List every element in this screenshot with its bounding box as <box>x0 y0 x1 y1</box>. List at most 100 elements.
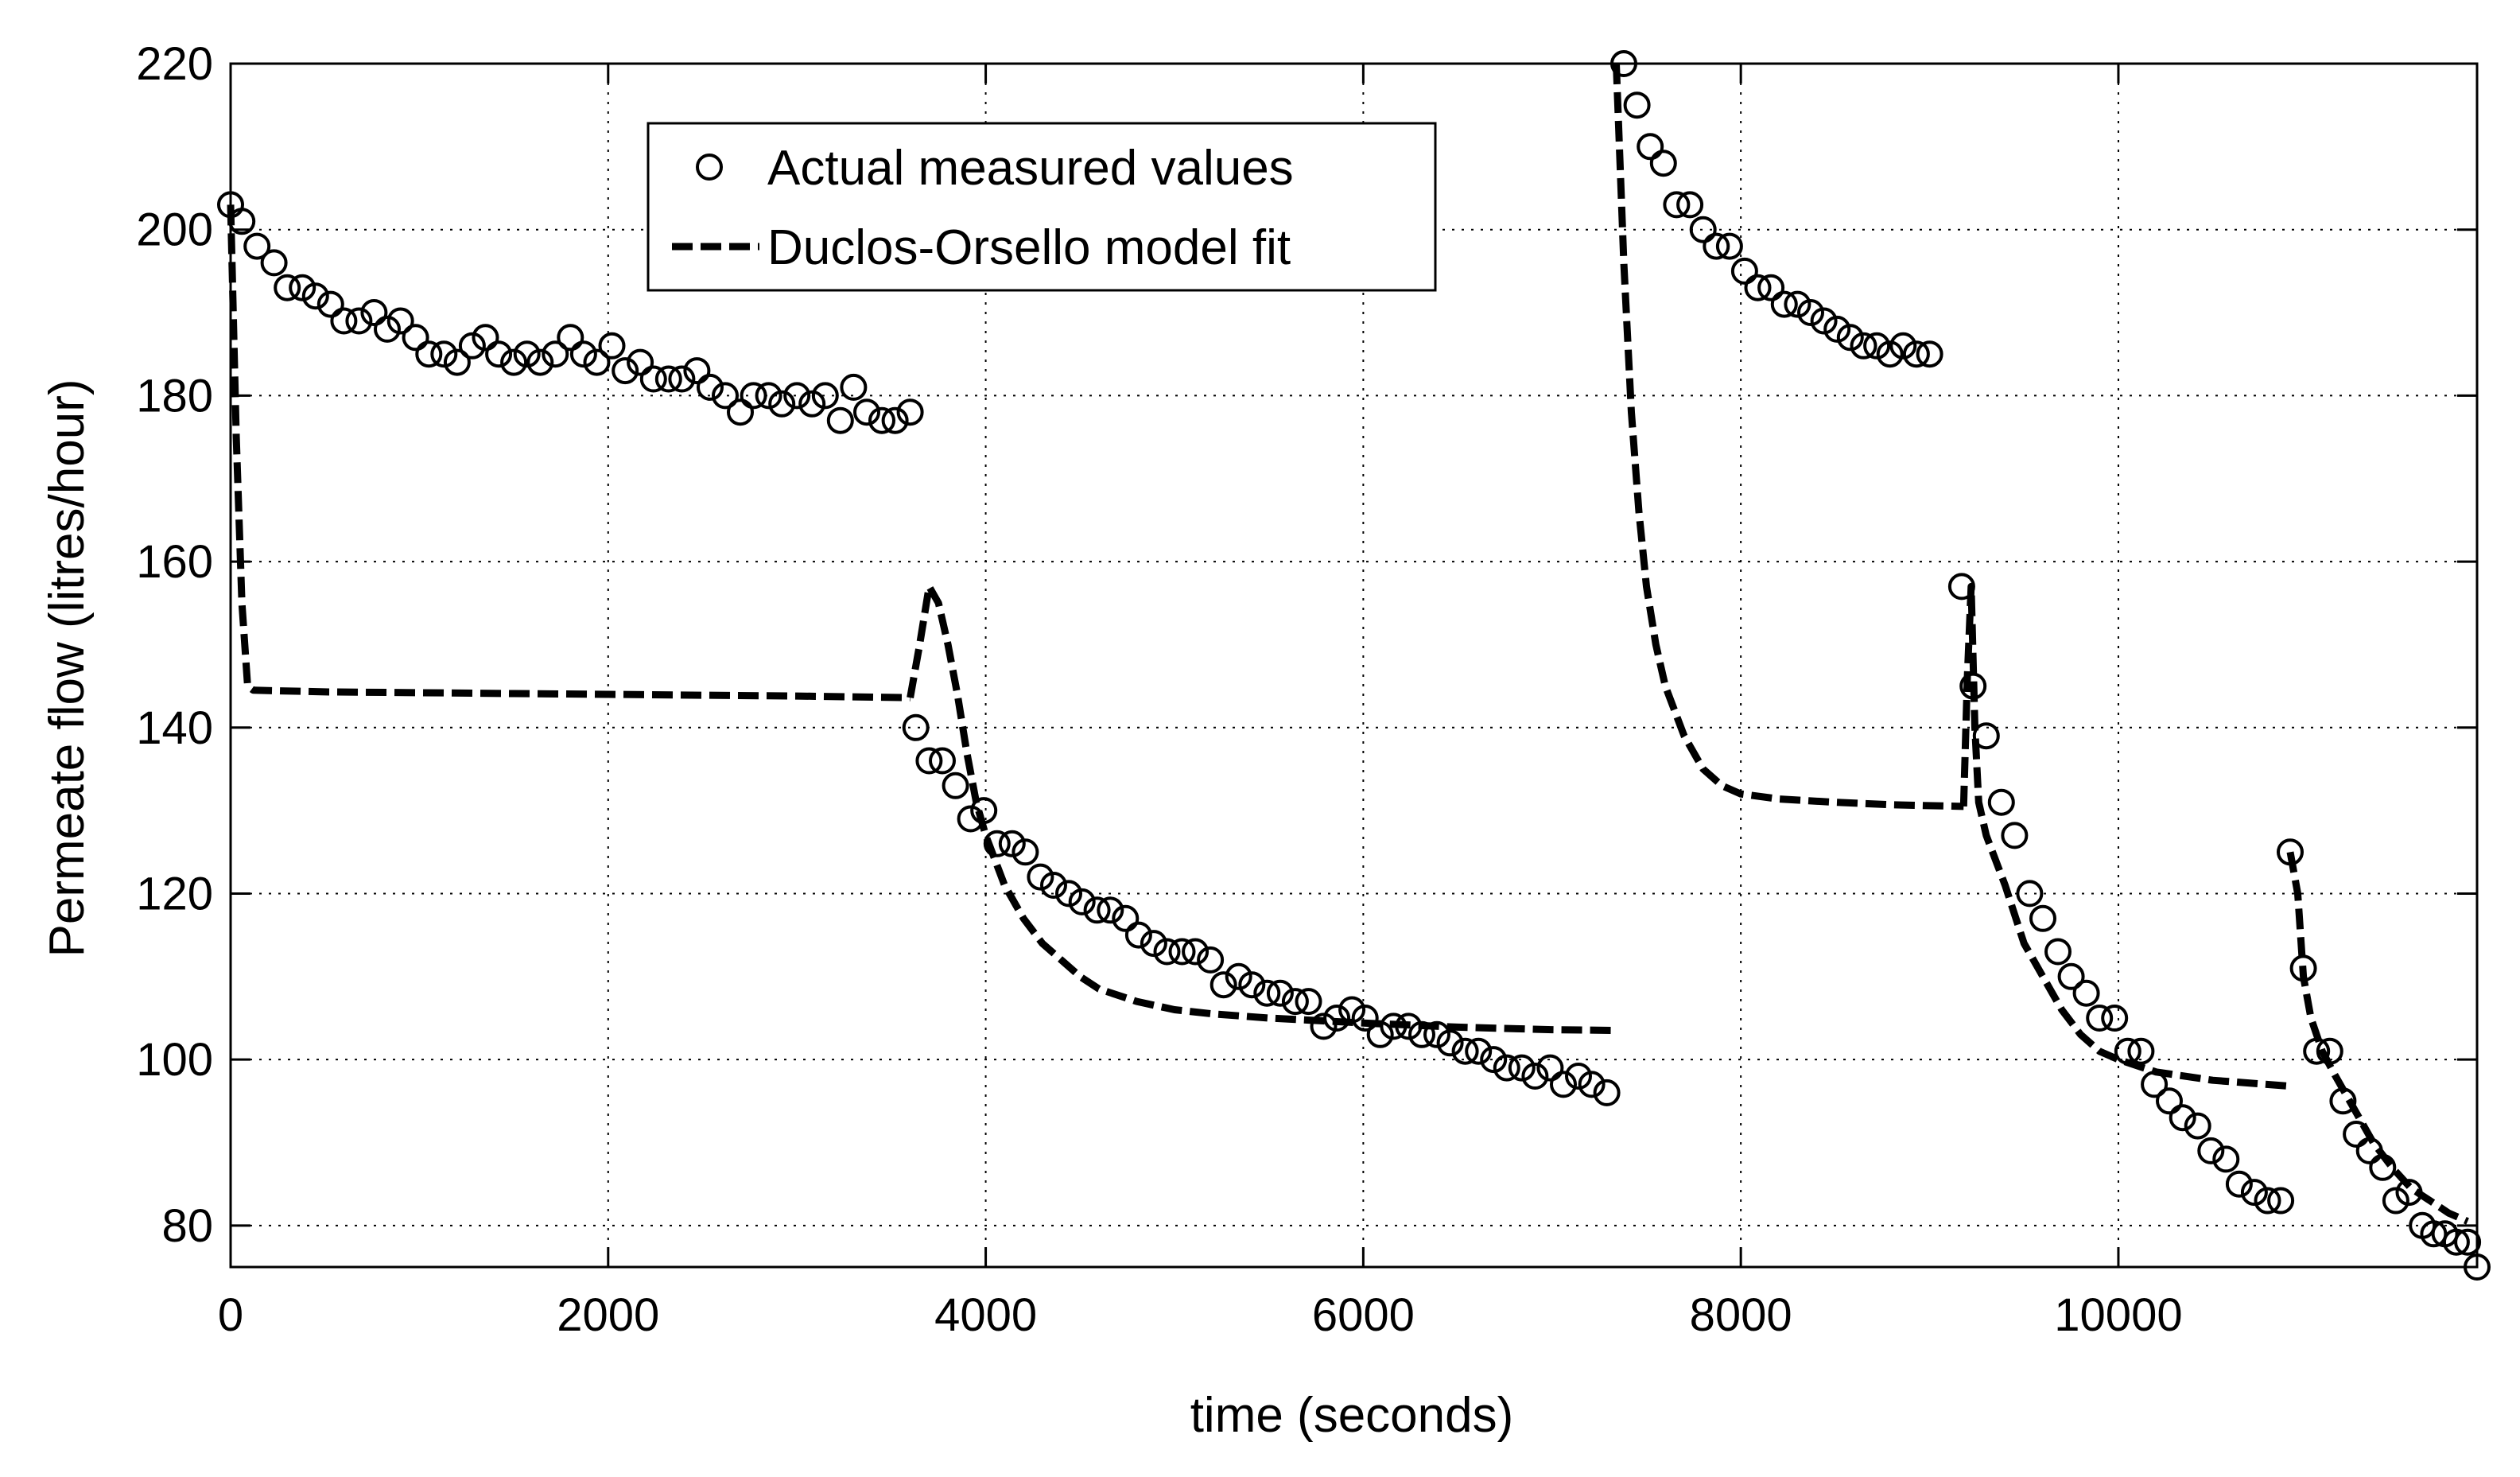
measured-point <box>740 382 767 410</box>
measured-point <box>1810 307 1838 335</box>
measured-point <box>316 290 344 318</box>
measured-point <box>1876 340 1904 368</box>
measured-point <box>2289 954 2317 982</box>
legend-box <box>647 122 1437 292</box>
measured-point <box>1850 332 1877 360</box>
measured-point <box>2184 1112 2211 1140</box>
y-tick-label: 80 <box>161 1200 213 1252</box>
measured-values-series <box>217 50 2491 1281</box>
measured-point <box>1637 133 1664 161</box>
measured-point <box>2240 1179 2268 1207</box>
measured-point <box>957 805 984 833</box>
measured-point <box>1578 1071 1606 1098</box>
measured-point <box>1744 274 1772 301</box>
measured-point <box>853 398 880 426</box>
measured-point <box>1770 290 1798 318</box>
model-fit-line <box>1959 582 2289 1090</box>
measured-point <box>2114 1037 2141 1065</box>
measured-point <box>1423 1020 1450 1048</box>
measured-point <box>627 348 654 376</box>
measured-point <box>654 365 682 393</box>
measured-point <box>1040 872 1067 899</box>
measured-point <box>1521 1063 1549 1090</box>
measured-point <box>1338 996 1366 1024</box>
measured-point <box>1823 315 1851 343</box>
measured-point <box>289 274 316 301</box>
measured-point <box>783 382 811 410</box>
measured-point <box>1083 896 1111 924</box>
legend: Actual measured values Duclos-Orsello mo… <box>647 122 1437 292</box>
measured-point <box>500 348 528 376</box>
x-tick-label: 0 <box>218 1289 243 1341</box>
measured-point <box>929 747 956 775</box>
measured-point <box>374 315 401 343</box>
measured-point <box>712 382 739 410</box>
measured-point <box>1676 191 1704 219</box>
measured-point <box>2156 1087 2183 1115</box>
model-fit-line <box>2286 851 2469 1225</box>
measured-point <box>415 340 443 368</box>
measured-point <box>1987 788 2015 816</box>
measured-point <box>683 357 711 385</box>
measured-point <box>1281 988 1309 1016</box>
y-tick-label: 140 <box>136 702 213 754</box>
measured-point <box>2001 822 2029 849</box>
measured-point <box>1797 299 1824 326</box>
measured-point <box>1168 938 1196 966</box>
measured-point <box>915 747 943 775</box>
measured-point <box>1197 946 1225 974</box>
measured-point <box>668 365 696 393</box>
measured-point <box>1902 340 1930 368</box>
measured-point <box>983 830 1011 857</box>
measured-point <box>942 772 969 799</box>
measured-point <box>1253 979 1281 1007</box>
x-tick-label: 4000 <box>934 1289 1037 1341</box>
measured-point <box>1508 1054 1536 1082</box>
x-tick-label: 10000 <box>2054 1289 2182 1341</box>
measured-point <box>2029 904 2056 932</box>
measured-point <box>1011 838 1039 866</box>
measured-point <box>798 390 826 418</box>
measured-point <box>1536 1054 1564 1082</box>
measured-point <box>639 365 667 393</box>
measured-point <box>1959 672 1987 700</box>
measured-point <box>1182 938 1210 966</box>
measured-point <box>1351 1005 1379 1032</box>
measured-point <box>826 406 854 434</box>
y-tick-label: 100 <box>136 1034 213 1086</box>
measured-point <box>1238 971 1266 999</box>
measured-point <box>1947 573 1975 601</box>
measured-point <box>1889 332 1917 360</box>
measured-point <box>1480 1046 1508 1074</box>
measured-point <box>1663 191 1691 219</box>
measured-point <box>2044 938 2072 966</box>
x-axis-label: time (seconds) <box>1190 1388 1514 1443</box>
measured-point <box>485 340 513 368</box>
measured-point <box>612 357 639 385</box>
measured-point <box>2101 1005 2129 1032</box>
measured-point <box>1097 896 1124 924</box>
measured-point <box>1055 880 1082 908</box>
measured-point <box>1436 1029 1464 1057</box>
y-tick-label: 220 <box>136 38 213 90</box>
y-tick-label: 120 <box>136 868 213 919</box>
measured-point <box>868 406 895 434</box>
measured-point <box>2442 1228 2470 1256</box>
x-tick-label: 2000 <box>557 1289 659 1341</box>
y-tick-label: 200 <box>136 204 213 256</box>
measured-point <box>569 340 597 368</box>
measured-point <box>2197 1137 2225 1164</box>
model-fit-series <box>227 63 2469 1225</box>
measured-point <box>896 398 924 426</box>
model-fit-line <box>907 582 1618 1035</box>
measured-point <box>1972 722 2000 750</box>
measured-point <box>1689 216 1717 243</box>
measured-point <box>260 249 288 277</box>
measured-point <box>1703 232 1730 260</box>
measured-point <box>1836 324 1864 352</box>
measured-point <box>1027 863 1054 891</box>
measured-point <box>2454 1228 2482 1256</box>
measured-point <box>970 797 998 825</box>
measured-point <box>2382 1187 2409 1215</box>
measured-point <box>360 299 388 326</box>
